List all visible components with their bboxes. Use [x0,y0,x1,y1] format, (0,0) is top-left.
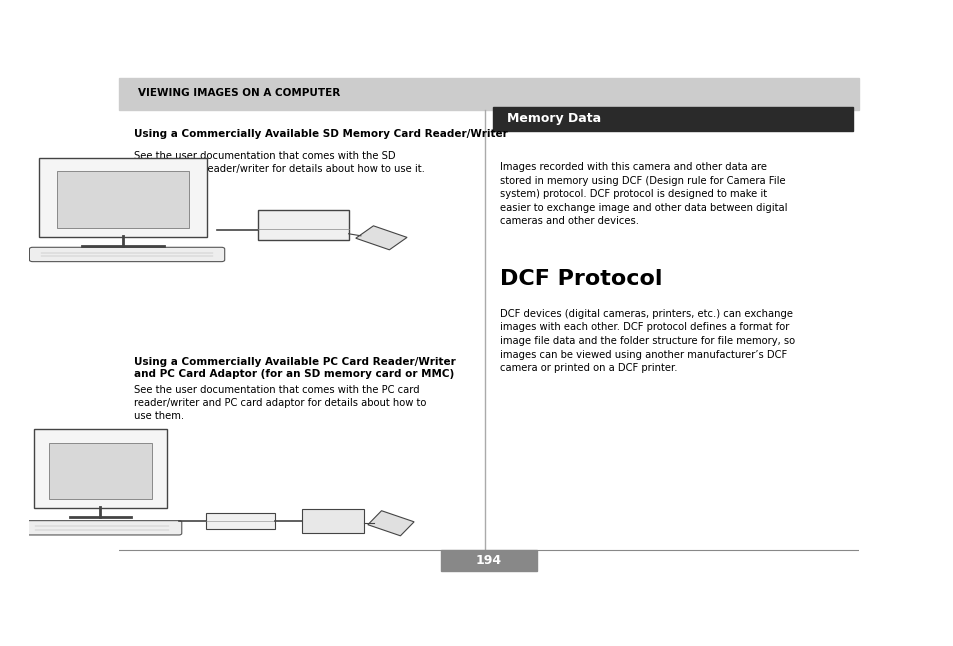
Text: 194: 194 [476,554,501,567]
Text: Images recorded with this camera and other data are
stored in memory using DCF (: Images recorded with this camera and oth… [499,162,786,227]
FancyBboxPatch shape [39,158,207,237]
Bar [119,78,858,110]
FancyBboxPatch shape [30,247,225,262]
Text: Using a Commercially Available SD Memory Card Reader/Writer: Using a Commercially Available SD Memory… [133,129,507,139]
Bar [258,209,348,240]
Bar [49,443,152,499]
Text: DCF devices (digital cameras, printers, etc.) can exchange
images with each othe: DCF devices (digital cameras, printers, … [499,309,794,373]
Text: Memory Data: Memory Data [507,112,601,125]
Text: VIEWING IMAGES ON A COMPUTER: VIEWING IMAGES ON A COMPUTER [137,89,339,98]
Text: See the user documentation that comes with the SD
memory card reader/writer for : See the user documentation that comes wi… [133,151,424,174]
Bar [440,550,537,571]
Polygon shape [355,226,407,250]
Bar [206,513,274,529]
FancyBboxPatch shape [26,521,182,535]
Bar [302,509,363,534]
Bar [492,107,852,130]
Polygon shape [368,511,414,536]
FancyBboxPatch shape [33,430,167,508]
Text: Using a Commercially Available PC Card Reader/Writer
and PC Card Adaptor (for an: Using a Commercially Available PC Card R… [133,357,456,379]
Text: See the user documentation that comes with the PC card
reader/writer and PC card: See the user documentation that comes wi… [133,385,426,421]
Bar [57,171,189,227]
Text: DCF Protocol: DCF Protocol [499,269,661,289]
